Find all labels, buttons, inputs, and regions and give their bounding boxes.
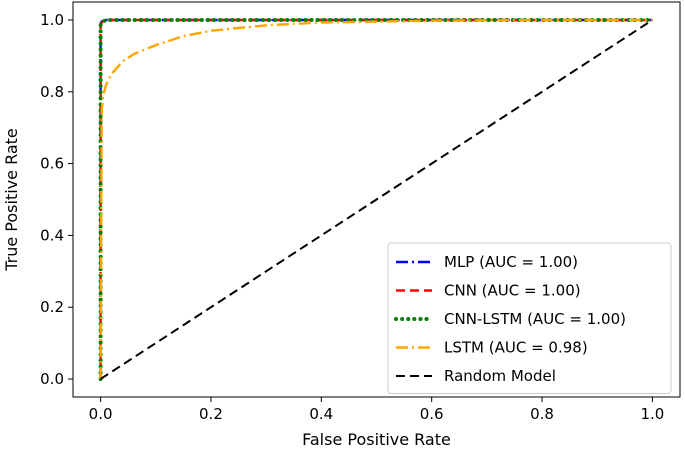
x-axis: 0.0 0.2 0.4 0.6 0.8 1.0 — [89, 397, 664, 423]
x-tick-label: 0.4 — [309, 405, 333, 423]
legend-box — [387, 242, 672, 394]
y-tick-label: 0.4 — [40, 226, 64, 244]
x-tick-label: 0.6 — [420, 405, 444, 423]
legend-entry: CNN (AUC = 1.00) — [444, 282, 581, 300]
legend-entry: LSTM (AUC = 0.98) — [444, 339, 588, 357]
legend-entry: CNN-LSTM (AUC = 1.00) — [444, 310, 626, 328]
plot-frame — [72, 1, 681, 398]
y-tick-label: 0.8 — [40, 83, 64, 101]
plot-curves — [98, 18, 655, 381]
legend-entry: Random Model — [444, 367, 556, 385]
series-line-1 — [99, 18, 653, 379]
legend-entry: MLP (AUC = 1.00) — [444, 253, 578, 271]
x-axis-label: False Positive Rate — [302, 430, 451, 449]
series-line-2 — [98, 18, 655, 381]
y-tick-label: 1.0 — [40, 11, 64, 29]
legend: MLP (AUC = 1.00) CNN (AUC = 1.00) CNN-LSTM… — [387, 242, 672, 394]
y-tick-label: 0.6 — [40, 155, 64, 173]
series-line-4 — [100, 19, 653, 380]
y-tick-label: 0.2 — [40, 298, 64, 316]
x-tick-label: 0.0 — [89, 405, 113, 423]
x-tick-label: 1.0 — [640, 405, 664, 423]
series-line-3 — [99, 18, 653, 380]
y-tick-label: 0.0 — [40, 370, 64, 388]
x-tick-label: 0.2 — [199, 405, 223, 423]
y-axis: 0.0 0.2 0.4 0.6 0.8 1.0 — [40, 11, 73, 388]
x-tick-label: 0.8 — [530, 405, 554, 423]
y-axis-label: True Positive Rate — [2, 128, 21, 272]
